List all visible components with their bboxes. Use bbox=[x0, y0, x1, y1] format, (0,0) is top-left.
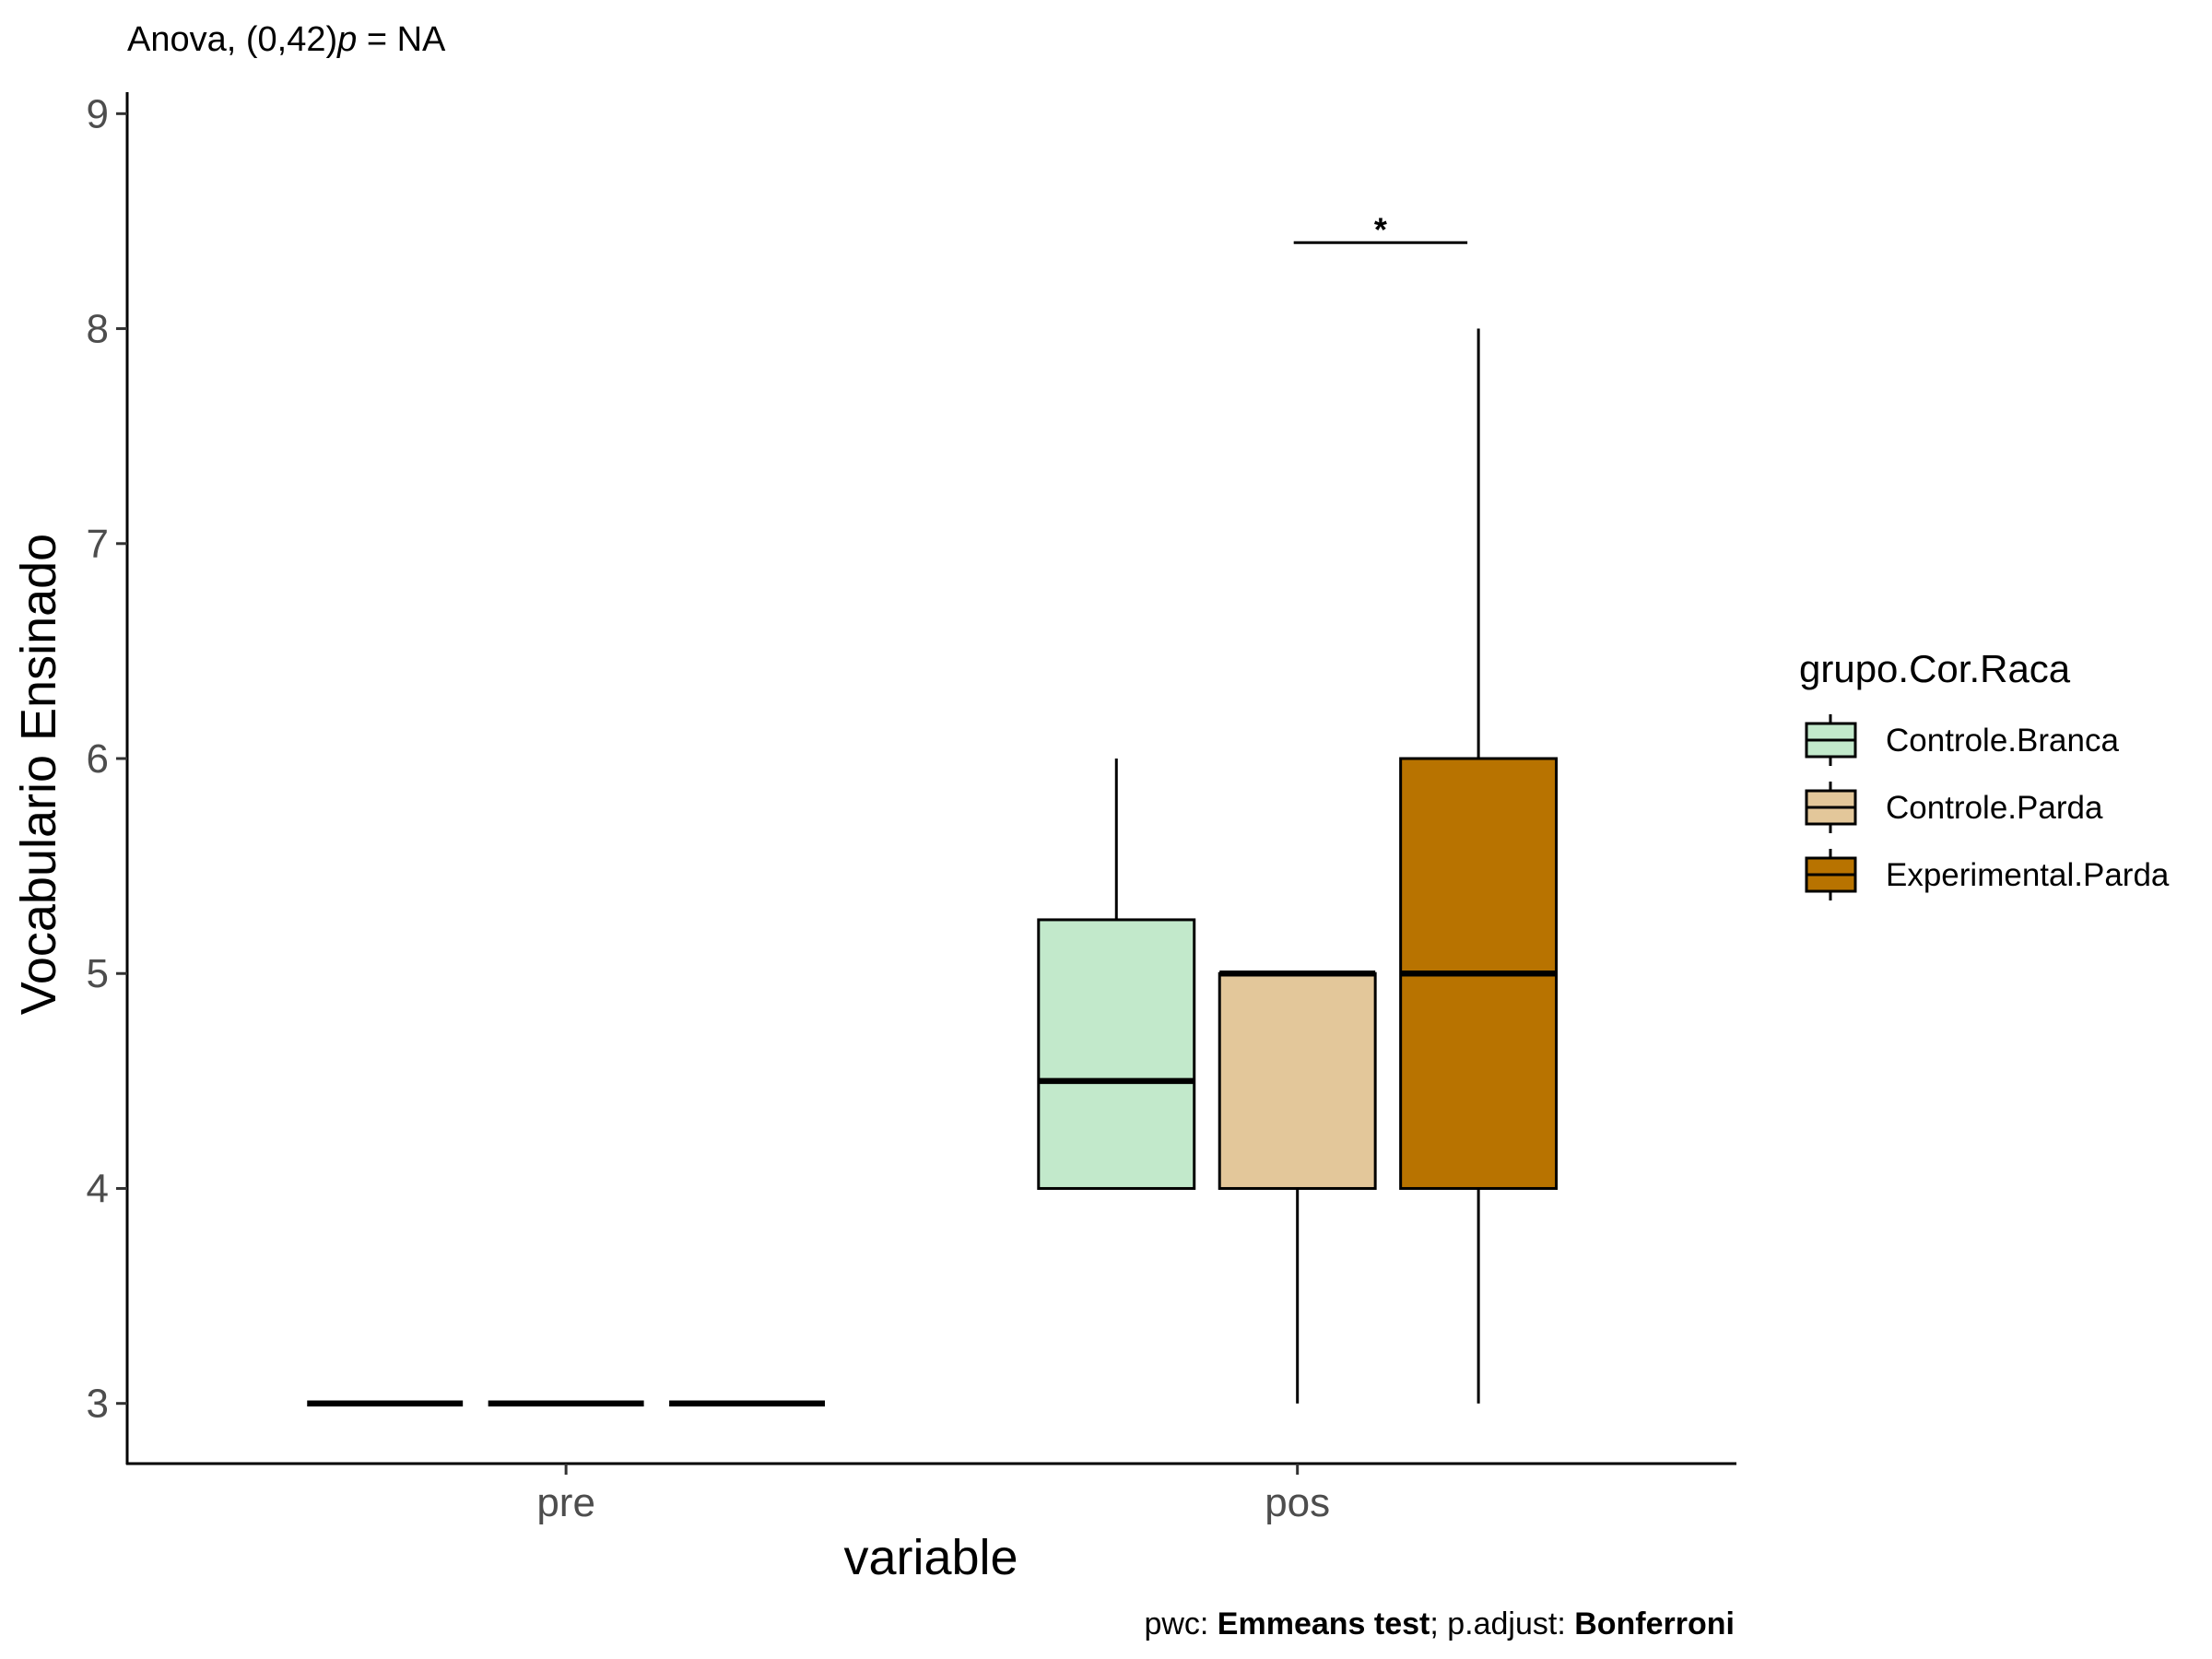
p-symbol: p bbox=[336, 20, 357, 59]
box-body bbox=[1218, 971, 1377, 1190]
legend-label: Controle.Branca bbox=[1886, 723, 2119, 759]
legend-item-Controle.Branca: Controle.Branca bbox=[1805, 714, 2119, 766]
caption: pwc: Emmeans test; p.adjust: Bonferroni bbox=[1144, 1606, 1735, 1641]
legend-item-Controle.Parda: Controle.Parda bbox=[1805, 782, 2103, 833]
box-series bbox=[307, 328, 1559, 1406]
x-ticks: pre pos bbox=[536, 1464, 1330, 1525]
x-axis-title: variable bbox=[843, 1530, 1018, 1585]
y-tick-label: 5 bbox=[87, 951, 109, 996]
x-tick-label-pos: pos bbox=[1265, 1480, 1330, 1525]
box-Experimental.Parda-pos bbox=[1399, 328, 1559, 1404]
legend-label: Experimental.Parda bbox=[1886, 857, 2170, 893]
y-axis-title: Vocabulario Ensinado bbox=[11, 534, 66, 1015]
series-Controle.Branca bbox=[307, 759, 1196, 1406]
y-tick-label: 4 bbox=[87, 1166, 109, 1211]
y-tick-label: 8 bbox=[87, 307, 109, 352]
legend: grupo.Cor.Raca Controle.Branca Controle.P… bbox=[1799, 647, 2170, 900]
significance-brackets: * bbox=[1293, 210, 1468, 248]
plot-subtitle: Anova, (0,42)p = NA bbox=[127, 20, 446, 59]
box-Controle.Parda-pos bbox=[1218, 970, 1377, 1404]
y-tick-label: 7 bbox=[87, 522, 109, 567]
y-tick-label: 3 bbox=[87, 1382, 109, 1427]
series-Experimental.Parda bbox=[669, 328, 1559, 1406]
x-tick-label-pre: pre bbox=[536, 1480, 595, 1525]
axes bbox=[125, 92, 1736, 1465]
legend-item-Experimental.Parda: Experimental.Parda bbox=[1805, 849, 2170, 900]
series-Controle.Parda bbox=[488, 970, 1377, 1406]
legend-title: grupo.Cor.Raca bbox=[1799, 647, 2071, 690]
significance-label: * bbox=[1374, 210, 1387, 248]
legend-label: Controle.Parda bbox=[1886, 790, 2103, 826]
legend-items: Controle.Branca Controle.Parda Experimenta… bbox=[1805, 714, 2170, 900]
box-Controle.Branca-pos bbox=[1037, 759, 1196, 1190]
y-tick-label: 9 bbox=[87, 91, 109, 136]
y-tick-label: 6 bbox=[87, 736, 109, 782]
y-ticks: 3 4 5 6 7 8 9 bbox=[87, 91, 127, 1427]
box-body bbox=[1037, 918, 1196, 1190]
